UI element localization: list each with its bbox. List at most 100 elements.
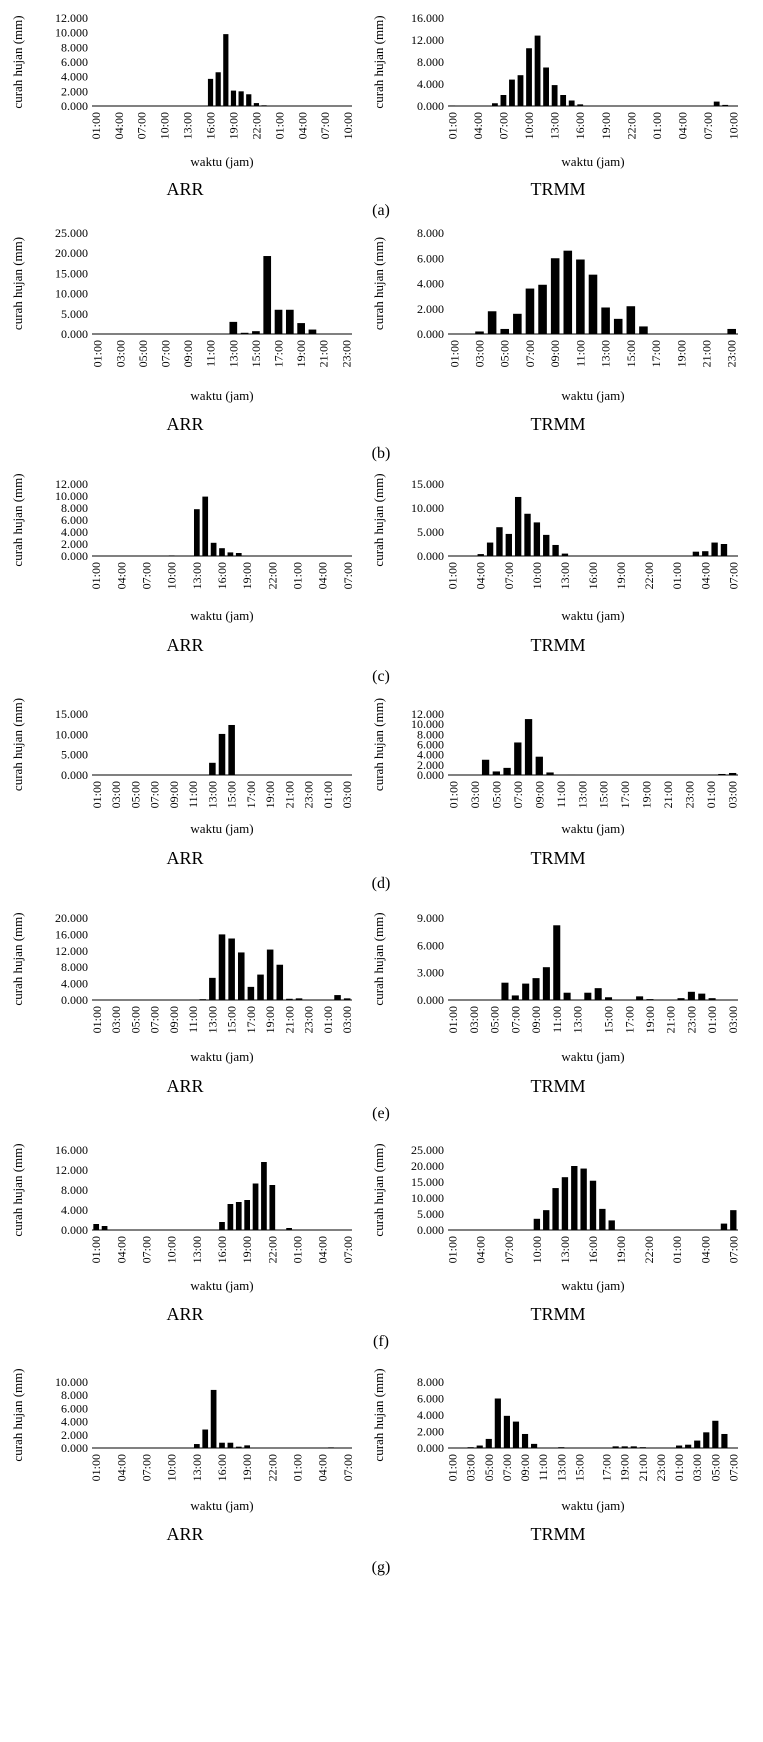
chart-f-arr-bar [244, 1200, 251, 1230]
chart-b-arr-xtick-label: 03:00 [113, 340, 127, 367]
chart-c-trmm-bar [720, 544, 728, 556]
chart-d-trmm-bar [567, 774, 576, 775]
chart-g-trmm-bar [521, 1433, 529, 1448]
chart-b-trmm: 0.000 2.000 4.000 6.000 8.000 01:00 03:00 05:00… [371, 226, 739, 434]
chart-b-arr-bar [308, 329, 317, 334]
chart-a-arr-source-label: ARR [166, 179, 203, 199]
chart-e-arr-xtick-label: 09:00 [167, 1006, 181, 1033]
chart-b-arr-ytick-label: 5.000 [61, 307, 88, 321]
chart-g-trmm-bar [639, 1447, 646, 1448]
chart-b-arr-ytick-label: 15.000 [55, 266, 88, 280]
chart-f-arr-bar [235, 1202, 242, 1230]
chart-g-trmm-ytick-label: 0.000 [417, 1441, 444, 1455]
chart-e-arr-y-axis-label: curah hujan (mm) [10, 912, 25, 1005]
chart-f-arr-xtick-label: 22:00 [265, 1236, 279, 1263]
chart-e-arr-bar [218, 934, 226, 1000]
chart-b-trmm-xtick-label: 09:00 [548, 340, 562, 367]
chart-d-trmm-bar [535, 756, 543, 775]
chart-e-trmm-bar [594, 988, 602, 1000]
chart-c-trmm-ytick-label: 15.000 [411, 477, 444, 491]
chart-d-arr-xtick-label: 03:00 [340, 781, 354, 808]
chart-b-arr-bar [285, 309, 294, 334]
chart-e-arr-xtick-label: 19:00 [263, 1006, 277, 1033]
chart-c-trmm-ytick-label: 5.000 [417, 525, 444, 539]
chart-c-trmm-bar [505, 533, 512, 556]
chart-g-arr-bar [210, 1389, 217, 1448]
chart-g-arr-bar [328, 1447, 334, 1448]
chart-g-arr-ytick-label: 2.000 [61, 1428, 88, 1442]
chart-b-trmm-bar [550, 258, 560, 334]
chart-e-trmm-bar [687, 991, 695, 1000]
chart-c-arr-bar [219, 548, 225, 556]
chart-b-trmm-y-axis-label: curah hujan (mm) [371, 237, 386, 330]
chart-g-arr-bar [193, 1444, 200, 1448]
chart-d-trmm-xtick-label: 17:00 [618, 781, 632, 808]
chart-c-trmm-xtick-label: 07:00 [726, 562, 740, 589]
chart-f-trmm-source-label: TRMM [530, 1304, 585, 1324]
chart-g-trmm-y-axis-label: curah hujan (mm) [371, 1368, 386, 1461]
chart-c-arr-xtick-label: 04:00 [114, 562, 128, 589]
chart-f-trmm-bar [730, 1210, 737, 1230]
chart-d-arr-xtick-label: 01:00 [90, 781, 104, 808]
chart-b-trmm-bar [601, 307, 610, 334]
chart-d-arr-source-label: ARR [166, 848, 203, 868]
chart-d-arr-xtick-label: 07:00 [148, 781, 162, 808]
chart-d-trmm-bar [524, 719, 533, 775]
chart-a-trmm-xtick-label: 04:00 [471, 112, 485, 139]
chart-a-trmm-bar [577, 104, 584, 106]
chart-f-trmm-xtick-label: 13:00 [558, 1236, 572, 1263]
chart-b-trmm-xtick-label: 03:00 [473, 340, 487, 367]
chart-b-trmm-xtick-label: 13:00 [599, 340, 613, 367]
chart-e-arr-xtick-label: 23:00 [302, 1006, 316, 1033]
chart-g-trmm-bar [485, 1438, 492, 1448]
chart-e-trmm-bar [646, 999, 654, 1000]
chart-f-trmm-ytick-label: 15.000 [411, 1175, 444, 1189]
chart-f-trmm-ytick-label: 20.000 [411, 1159, 444, 1173]
chart-b-arr-xtick-label: 17:00 [272, 340, 286, 367]
chart-e-arr-bar [237, 952, 245, 1000]
chart-d-trmm-ytick-label: 2.000 [417, 758, 444, 772]
chart-g-trmm-bar [621, 1446, 628, 1448]
chart-d-trmm-xtick-label: 13:00 [575, 781, 589, 808]
chart-g-arr-xtick-label: 10:00 [165, 1454, 179, 1481]
chart-d-trmm-xtick-label: 07:00 [511, 781, 525, 808]
chart-a-trmm-bar [713, 101, 720, 106]
chart-d-trmm-bar [481, 759, 490, 775]
chart-e-arr-ytick-label: 12.000 [55, 944, 88, 958]
chart-a-trmm-bar [509, 79, 515, 106]
chart-e-arr-xtick-label: 21:00 [282, 1006, 296, 1033]
chart-e-trmm-ytick-label: 3.000 [417, 966, 444, 980]
chart-a-arr-xtick-label: 01:00 [272, 112, 286, 139]
chart-a-trmm-xtick-label: 01:00 [650, 112, 664, 139]
chart-a-trmm-bar [526, 48, 532, 106]
chart-c-arr-x-axis-label: waktu (jam) [190, 608, 253, 623]
chart-e-arr-xtick-label: 17:00 [244, 1006, 258, 1033]
chart-c-arr-bar [193, 509, 200, 556]
chart-e-trmm-y-axis-label: curah hujan (mm) [371, 912, 386, 1005]
chart-c-arr-ytick-label: 4.000 [61, 525, 88, 539]
chart-g-trmm-x-axis-label: waktu (jam) [561, 1498, 624, 1513]
chart-e-arr-xtick-label: 01:00 [321, 1006, 335, 1033]
chart-e-trmm-xtick-label: 05:00 [488, 1006, 502, 1033]
chart-b-trmm-bar [525, 288, 535, 334]
chart-b-trmm-ytick-label: 6.000 [417, 251, 444, 265]
chart-g-arr-bar [235, 1446, 242, 1448]
chart-e-trmm-xtick-label: 23:00 [684, 1006, 698, 1033]
chart-a-trmm-bar [560, 95, 567, 106]
chart-c-trmm-bar [692, 551, 700, 556]
chart-g-arr-bar [219, 1442, 225, 1448]
chart-g-arr-ytick-label: 10.000 [55, 1375, 88, 1389]
chart-g-trmm-xtick-label: 07:00 [500, 1454, 514, 1481]
chart-g-trmm-bar [558, 1447, 565, 1448]
chart-a-trmm-xtick-label: 16:00 [573, 112, 587, 139]
chart-b-trmm-x-axis-label: waktu (jam) [561, 388, 624, 403]
chart-a-trmm-ytick-label: 0.000 [417, 99, 444, 113]
chart-d-trmm-ytick-label: 10.000 [411, 717, 444, 731]
chart-b-trmm-bar [613, 318, 623, 334]
chart-c-arr-bar [210, 542, 217, 556]
chart-c-trmm-bar [477, 554, 484, 556]
chart-e-arr-bar [247, 986, 255, 1000]
chart-b-arr-ytick-label: 0.000 [61, 327, 88, 341]
chart-a-trmm-xtick-label: 10:00 [522, 112, 536, 139]
